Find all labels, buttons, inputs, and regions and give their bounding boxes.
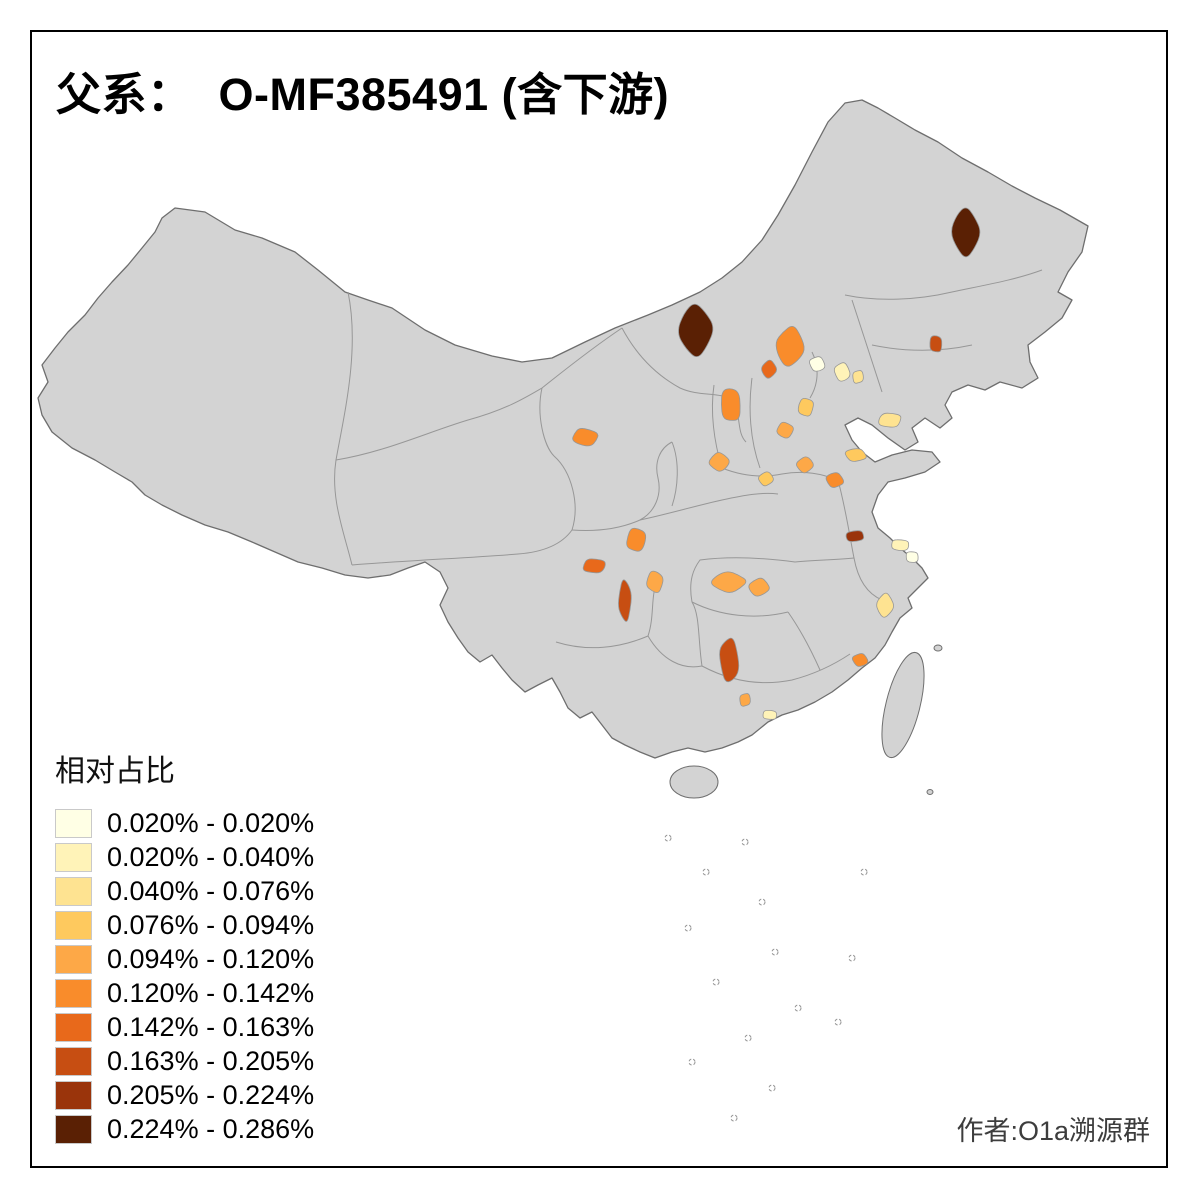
- highlight-region: [891, 539, 910, 551]
- highlight-region: [626, 527, 647, 552]
- legend-swatch: [55, 876, 92, 906]
- legend-swatch: [55, 808, 92, 838]
- highlight-region: [618, 579, 632, 622]
- legend-label: 0.120% - 0.142%: [107, 977, 315, 1008]
- legend-swatch: [55, 842, 92, 872]
- map-title: 父系： O-MF385491 (含下游): [56, 69, 670, 120]
- author-credit: 作者:O1a溯源群: [956, 1116, 1150, 1146]
- legend-row: 0.020% - 0.020%: [55, 806, 314, 840]
- legend-row: 0.142% - 0.163%: [55, 1010, 314, 1044]
- highlight-region: [951, 207, 981, 258]
- highlight-region: [796, 456, 814, 474]
- legend-row: 0.163% - 0.205%: [55, 1044, 314, 1078]
- highlight-region: [762, 709, 777, 720]
- highlight-region: [845, 530, 865, 542]
- legend-rows: 0.020% - 0.020% 0.020% - 0.040% 0.040% - 0…: [55, 806, 314, 1146]
- highlight-region: [852, 370, 864, 384]
- highlight-region: [739, 693, 751, 707]
- highlight-region: [844, 448, 867, 462]
- legend: 相对占比 0.020% - 0.020% 0.020% - 0.040% 0.040…: [55, 746, 314, 1146]
- highlight-region: [876, 592, 894, 618]
- legend-label: 0.076% - 0.094%: [107, 909, 315, 940]
- highlight-region: [929, 335, 943, 353]
- highlight-region: [646, 570, 664, 593]
- highlight-region: [748, 577, 770, 597]
- taiwan-island: [881, 651, 925, 759]
- highlight-region: [825, 472, 845, 488]
- highlight-region: [678, 303, 714, 357]
- highlight-region: [905, 551, 919, 563]
- legend-label: 0.163% - 0.205%: [107, 1045, 315, 1076]
- legend-row: 0.076% - 0.094%: [55, 908, 314, 942]
- highlight-region: [851, 653, 869, 667]
- highlight-region: [582, 558, 606, 574]
- highlight-region: [776, 421, 794, 439]
- highlight-region: [775, 325, 805, 367]
- highlight-region: [761, 359, 777, 379]
- legend-row: 0.120% - 0.142%: [55, 976, 314, 1010]
- highlight-region: [572, 428, 599, 447]
- highlight-region: [797, 397, 814, 417]
- legend-label: 0.142% - 0.163%: [107, 1011, 315, 1042]
- legend-row: 0.040% - 0.076%: [55, 874, 314, 908]
- highlight-region: [721, 388, 741, 421]
- legend-swatch: [55, 1012, 92, 1042]
- legend-label: 0.020% - 0.040%: [107, 841, 315, 872]
- highlight-region: [809, 356, 826, 372]
- mainland-outline: [37, 99, 1089, 759]
- legend-swatch: [55, 978, 92, 1008]
- highlight-regions: [572, 207, 981, 720]
- legend-label: 0.094% - 0.120%: [107, 943, 315, 974]
- legend-label: 0.040% - 0.076%: [107, 875, 315, 906]
- legend-title: 相对占比: [55, 755, 175, 788]
- legend-label: 0.020% - 0.020%: [107, 807, 315, 838]
- highlight-region: [711, 571, 747, 593]
- legend-label: 0.205% - 0.224%: [107, 1079, 315, 1110]
- highlight-region: [708, 452, 730, 472]
- legend-row: 0.224% - 0.286%: [55, 1112, 314, 1146]
- legend-row: 0.020% - 0.040%: [55, 840, 314, 874]
- legend-row: 0.205% - 0.224%: [55, 1078, 314, 1112]
- highlight-region: [719, 637, 740, 683]
- highlight-region: [758, 471, 774, 487]
- legend-row: 0.094% - 0.120%: [55, 942, 314, 976]
- legend-swatch: [55, 944, 92, 974]
- province-borders: [334, 269, 1043, 684]
- legend-swatch: [55, 1046, 92, 1076]
- south-china-sea-islets: [664, 834, 868, 1122]
- legend-swatch: [55, 1114, 92, 1144]
- hainan-island: [669, 765, 719, 799]
- legend-swatch: [55, 910, 92, 940]
- highlight-region: [878, 412, 902, 428]
- islands: [669, 644, 943, 799]
- highlight-region: [833, 362, 851, 382]
- legend-swatch: [55, 1080, 92, 1110]
- legend-label: 0.224% - 0.286%: [107, 1113, 315, 1144]
